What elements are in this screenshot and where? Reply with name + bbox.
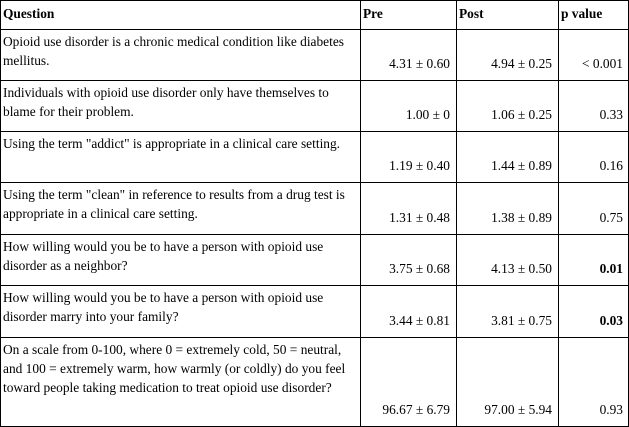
table-row: Individuals with opioid use disorder onl…	[0, 80, 629, 132]
post-score-cell: 1.38 ± 0.89	[456, 182, 559, 235]
question-cell: How willing would you be to have a perso…	[0, 234, 361, 286]
table-row: How willing would you be to have a perso…	[0, 285, 629, 338]
table-header-row: Question Pre Post p value	[0, 0, 629, 30]
table-row: How willing would you be to have a perso…	[0, 234, 629, 286]
post-score-cell: 4.94 ± 0.25	[456, 29, 559, 81]
header-pre: Pre	[360, 0, 457, 30]
pre-score-cell: 3.75 ± 0.68	[360, 234, 457, 286]
header-p-value: p value	[558, 0, 629, 30]
p-value-cell: 0.75	[558, 182, 629, 235]
post-score-cell: 1.44 ± 0.89	[456, 131, 559, 183]
table-row: Opioid use disorder is a chronic medical…	[0, 29, 629, 81]
question-cell: On a scale from 0-100, where 0 = extreme…	[0, 337, 361, 427]
header-post: Post	[456, 0, 559, 30]
p-value-cell: < 0.001	[558, 29, 629, 81]
pre-score-cell: 1.19 ± 0.40	[360, 131, 457, 183]
p-value-cell: 0.33	[558, 80, 629, 132]
post-score-cell: 4.13 ± 0.50	[456, 234, 559, 286]
header-question: Question	[0, 0, 361, 30]
question-cell: How willing would you be to have a perso…	[0, 285, 361, 338]
pre-score-cell: 96.67 ± 6.79	[360, 337, 457, 427]
table-row: On a scale from 0-100, where 0 = extreme…	[0, 337, 629, 427]
p-value-cell: 0.93	[558, 337, 629, 427]
p-value-cell: 0.03	[558, 285, 629, 338]
question-cell: Using the term "clean" in reference to r…	[0, 182, 361, 235]
question-cell: Opioid use disorder is a chronic medical…	[0, 29, 361, 81]
pre-score-cell: 4.31 ± 0.60	[360, 29, 457, 81]
pre-score-cell: 1.00 ± 0	[360, 80, 457, 132]
table-row: Using the term "clean" in reference to r…	[0, 182, 629, 235]
post-score-cell: 97.00 ± 5.94	[456, 337, 559, 427]
post-score-cell: 3.81 ± 0.75	[456, 285, 559, 338]
pre-score-cell: 3.44 ± 0.81	[360, 285, 457, 338]
pre-score-cell: 1.31 ± 0.48	[360, 182, 457, 235]
post-score-cell: 1.06 ± 0.25	[456, 80, 559, 132]
question-cell: Using the term "addict" is appropriate i…	[0, 131, 361, 183]
question-cell: Individuals with opioid use disorder onl…	[0, 80, 361, 132]
p-value-cell: 0.01	[558, 234, 629, 286]
table-row: Using the term "addict" is appropriate i…	[0, 131, 629, 183]
p-value-cell: 0.16	[558, 131, 629, 183]
